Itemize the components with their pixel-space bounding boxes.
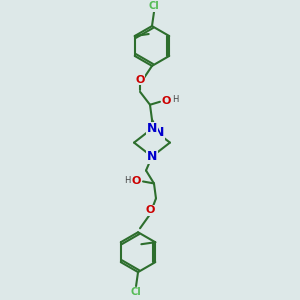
Text: H: H bbox=[124, 176, 130, 185]
Text: Cl: Cl bbox=[131, 287, 141, 297]
Text: O: O bbox=[135, 75, 145, 85]
Text: H: H bbox=[172, 95, 178, 104]
Text: N: N bbox=[154, 126, 164, 139]
Text: O: O bbox=[161, 96, 171, 106]
Text: Cl: Cl bbox=[148, 1, 159, 11]
Text: N: N bbox=[147, 150, 157, 163]
Text: O: O bbox=[145, 205, 155, 215]
Text: N: N bbox=[147, 122, 157, 135]
Text: O: O bbox=[131, 176, 141, 187]
